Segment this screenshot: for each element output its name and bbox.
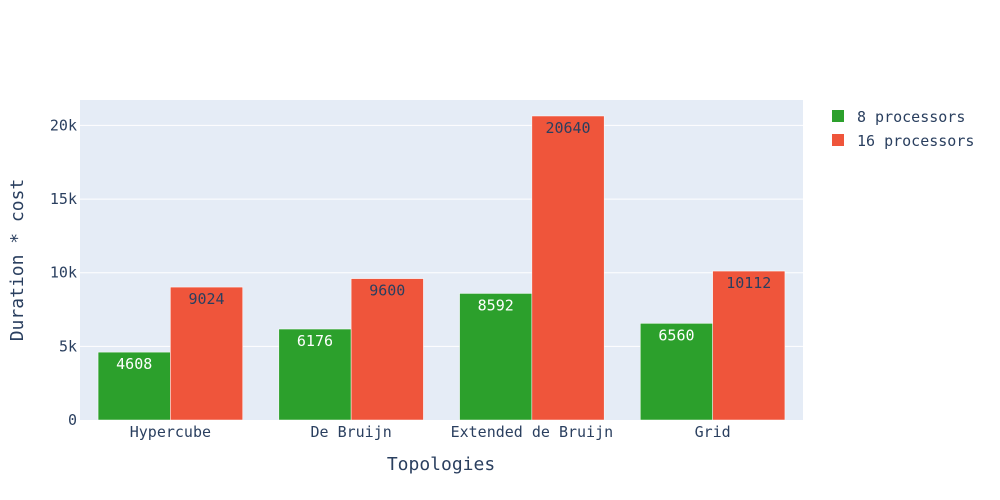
legend-label: 8 processors: [857, 108, 965, 126]
bar[interactable]: [640, 323, 713, 421]
legend-label: 16 processors: [857, 132, 974, 150]
x-tick-label: Hypercube: [130, 423, 211, 441]
y-tick-label: 5k: [59, 337, 77, 355]
y-axis-title: Duration * cost: [7, 179, 28, 342]
x-tick-label: De Bruijn: [310, 423, 391, 441]
bar-value-label: 9600: [369, 282, 405, 300]
y-axis-ticks: 0 5k 10k 15k 20k: [50, 116, 77, 429]
bar-value-label: 6176: [297, 332, 333, 350]
y-tick-label: 0: [68, 411, 77, 429]
bar-value-label: 8592: [478, 296, 514, 314]
legend-item[interactable]: 16 processors: [832, 132, 974, 150]
bars: 4608 9024 6176 9600 8592 20640 6560 10112: [97, 115, 786, 421]
bar[interactable]: [712, 270, 786, 421]
bar-value-label: 20640: [545, 119, 590, 137]
bar[interactable]: [459, 293, 533, 421]
y-tick-label: 20k: [50, 116, 77, 134]
y-tick-label: 15k: [50, 190, 77, 208]
legend-swatch: [832, 110, 844, 122]
legend-item[interactable]: 8 processors: [832, 108, 965, 126]
y-tick-label: 10k: [50, 264, 77, 282]
bar-value-label: 9024: [188, 290, 224, 308]
bar[interactable]: [278, 328, 352, 421]
x-tick-label: Grid: [695, 423, 731, 441]
x-axis-title: Topologies: [387, 454, 495, 475]
bar[interactable]: [350, 278, 424, 421]
x-axis-ticks: Hypercube De Bruijn Extended de Bruijn Grid: [130, 423, 731, 441]
bar[interactable]: [531, 115, 605, 421]
bar-value-label: 6560: [658, 326, 694, 344]
legend[interactable]: 8 processors 16 processors: [832, 108, 974, 150]
legend-swatch: [832, 134, 844, 146]
bar-value-label: 4608: [116, 355, 152, 373]
x-tick-label: Extended de Bruijn: [451, 423, 614, 441]
bar[interactable]: [170, 286, 243, 421]
bar[interactable]: [97, 351, 171, 421]
bar-value-label: 10112: [726, 274, 771, 292]
